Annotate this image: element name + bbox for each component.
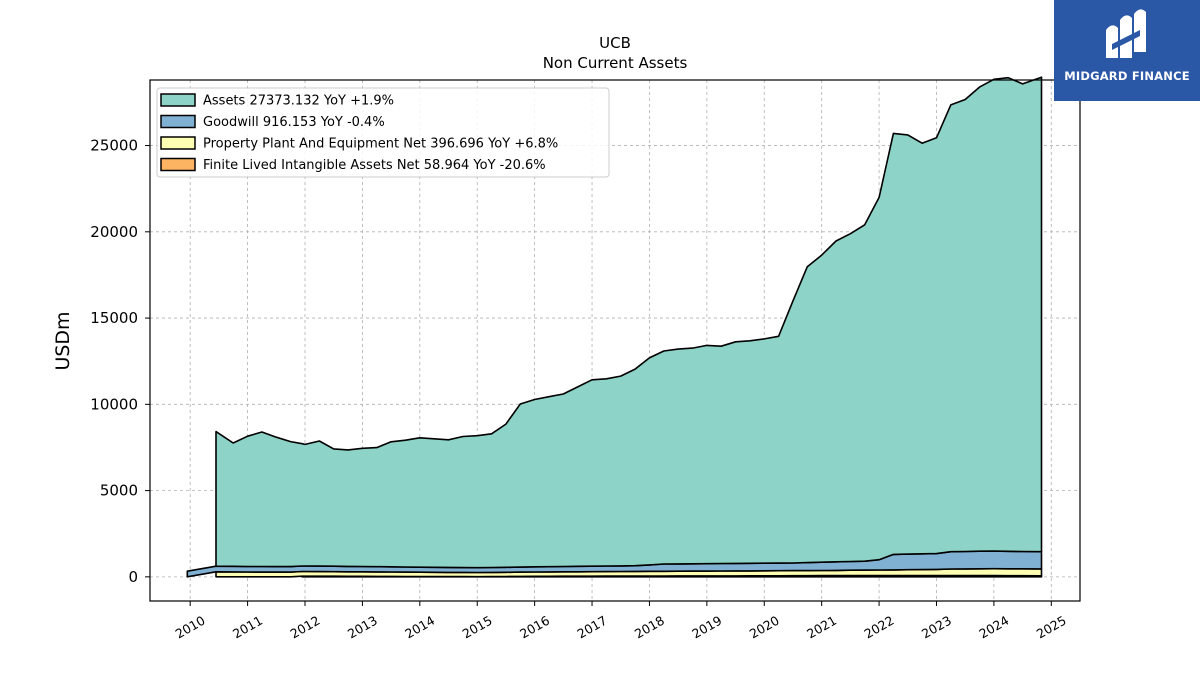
chart-title: UCB (599, 34, 631, 52)
x-tick-label: 2019 (689, 613, 724, 642)
y-tick-label: 15000 (90, 309, 138, 327)
legend-label: Finite Lived Intangible Assets Net 58.96… (203, 158, 546, 173)
x-tick-label: 2015 (460, 613, 495, 642)
x-tick-label: 2018 (632, 613, 667, 642)
plot-frame (149, 79, 1081, 602)
x-tick-label: 2023 (919, 613, 954, 642)
legend-label: Property Plant And Equipment Net 396.696… (203, 137, 558, 152)
y-tick-label: 0 (128, 568, 138, 586)
y-tick-label: 5000 (100, 482, 138, 500)
x-tick-label: 2016 (517, 613, 552, 642)
series-area-1 (215, 76, 1043, 569)
x-tick-label: 2022 (862, 613, 897, 642)
legend-swatch (160, 93, 196, 107)
x-tick-label: 2025 (1034, 613, 1069, 642)
y-tick-label: 20000 (90, 223, 138, 241)
y-tick-label: 25000 (90, 137, 138, 155)
x-tick-label: 2013 (345, 613, 380, 642)
x-tick-label: 2010 (173, 613, 208, 642)
legend-swatch (160, 157, 196, 172)
legend-label: Goodwill 916.153 YoY -0.4% (203, 115, 385, 130)
y-axis: 0 5000 10000 15000 20000 25000 (90, 137, 150, 586)
legend-swatch (160, 114, 196, 129)
x-tick-label: 2012 (287, 613, 322, 642)
brand-mark-icon (1106, 9, 1146, 58)
legend: Assets 27373.132 YoY +1.9% Goodwill 916.1… (156, 87, 610, 178)
x-tick-label: 2021 (804, 613, 839, 642)
legend-box (156, 87, 610, 178)
brand-name: MIDGARD FINANCE (1064, 69, 1190, 83)
brand-logo: MIDGARD FINANCE (1054, 0, 1200, 101)
chart-subtitle: Non Current Assets (543, 54, 688, 72)
legend-swatch (160, 136, 196, 150)
x-tick-label: 2017 (574, 613, 609, 642)
x-tick-label: 2020 (747, 613, 782, 642)
x-tick-label: 2011 (230, 613, 265, 642)
legend-label: Assets 27373.132 YoY +1.9% (203, 94, 394, 109)
y-axis-label: USDm (52, 311, 74, 370)
x-tick-label: 2024 (976, 613, 1011, 642)
y-tick-label: 10000 (90, 395, 138, 413)
series-areas (186, 76, 1043, 578)
x-axis: 2010 2011 2012 2013 2014 2015 2016 2017 2018 2019… (173, 601, 1069, 642)
x-tick-label: 2014 (402, 613, 437, 642)
